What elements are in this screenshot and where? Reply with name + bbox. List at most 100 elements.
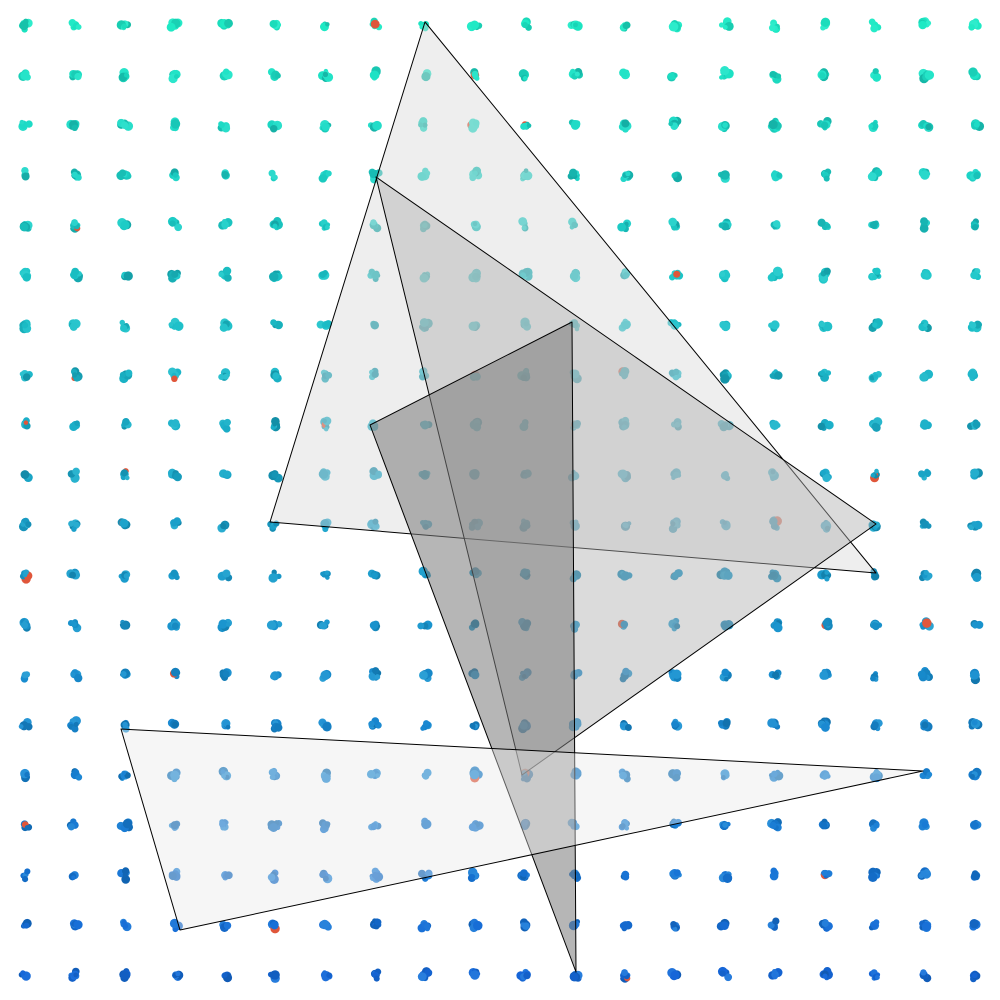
dot-cluster: [268, 169, 278, 182]
dot-cluster: [467, 118, 480, 133]
dot-cluster: [168, 69, 181, 84]
dot: [19, 20, 29, 31]
dot: [822, 973, 828, 979]
dot-cluster: [369, 467, 383, 481]
dot-cluster: [419, 271, 431, 283]
dot-cluster: [820, 869, 833, 880]
dot-cluster: [267, 820, 283, 832]
dot-cluster: [568, 119, 581, 130]
dot: [324, 821, 331, 827]
dot-cluster: [269, 19, 282, 31]
dot-cluster: [670, 468, 682, 481]
dot-cluster: [270, 319, 283, 330]
dot: [772, 917, 780, 925]
dot-cluster: [769, 369, 783, 380]
dot-cluster: [116, 169, 132, 181]
dot: [822, 619, 830, 627]
dot-cluster: [19, 267, 32, 282]
dot-cluster: [767, 917, 780, 931]
dot-cluster: [918, 818, 930, 831]
dot: [269, 124, 278, 133]
dot-cluster: [969, 970, 981, 983]
dot: [25, 120, 33, 128]
dot: [971, 821, 979, 829]
dot: [971, 223, 979, 231]
dot-cluster: [520, 17, 532, 31]
dot-cluster: [970, 619, 984, 629]
dot: [120, 121, 129, 129]
dot: [673, 869, 681, 877]
dot: [70, 672, 76, 677]
dot: [921, 219, 928, 226]
dot-cluster: [867, 167, 883, 182]
dot-cluster: [820, 168, 832, 182]
dot-cluster: [818, 320, 833, 332]
dot: [423, 325, 429, 332]
dot: [71, 875, 76, 880]
dot: [622, 22, 630, 30]
dot-cluster: [718, 269, 731, 283]
triangle-narrow-dark: [369, 321, 577, 973]
dot: [972, 572, 982, 583]
dot-cluster: [116, 818, 134, 833]
dot: [419, 273, 429, 283]
dot: [222, 425, 231, 433]
dot-cluster: [70, 267, 84, 283]
dot-cluster: [18, 517, 32, 532]
dot-cluster: [717, 170, 730, 183]
dot-cluster: [319, 919, 332, 931]
dot-cluster: [368, 168, 383, 184]
dot: [22, 876, 29, 883]
dot: [119, 319, 125, 326]
dot: [721, 774, 726, 780]
dot-cluster: [767, 117, 782, 133]
dot-cluster: [319, 120, 332, 133]
dot-cluster: [167, 718, 180, 729]
dot: [419, 318, 429, 327]
dot: [324, 570, 330, 576]
dot: [371, 822, 377, 829]
dot-cluster: [119, 968, 131, 983]
dot: [520, 869, 528, 878]
dot: [469, 769, 480, 780]
dot-cluster: [918, 17, 932, 30]
dot-cluster: [367, 268, 381, 283]
dot: [923, 469, 932, 478]
dot-cluster: [217, 520, 230, 533]
dot: [970, 468, 980, 478]
dot: [120, 469, 128, 477]
dot: [73, 521, 80, 529]
dot: [772, 973, 778, 980]
dot-cluster: [620, 170, 634, 183]
dot: [918, 20, 927, 30]
dot: [325, 371, 333, 379]
dot: [619, 771, 627, 780]
dot: [770, 320, 780, 330]
dot: [74, 673, 83, 683]
dot: [621, 119, 630, 128]
dot: [19, 371, 25, 377]
dot-cluster: [868, 919, 880, 931]
dot-cluster: [967, 419, 981, 430]
dot-cluster: [718, 870, 733, 884]
dot-cluster: [767, 266, 784, 282]
dot-cluster: [268, 767, 281, 781]
dot: [169, 220, 176, 227]
dot-cluster: [720, 769, 730, 781]
dot-cluster: [870, 671, 879, 682]
dot: [375, 773, 380, 778]
dot: [270, 673, 277, 680]
dot-cluster: [520, 168, 533, 182]
dot-cluster: [318, 819, 331, 834]
dot: [721, 622, 730, 631]
dot: [571, 221, 578, 228]
dot: [372, 518, 379, 525]
dot: [969, 918, 979, 929]
dot: [322, 71, 329, 78]
dot-cluster: [667, 968, 682, 981]
dot-cluster: [968, 767, 982, 781]
dot: [325, 170, 332, 177]
dot-cluster: [120, 918, 132, 932]
dot: [170, 119, 181, 129]
dot: [520, 272, 527, 279]
